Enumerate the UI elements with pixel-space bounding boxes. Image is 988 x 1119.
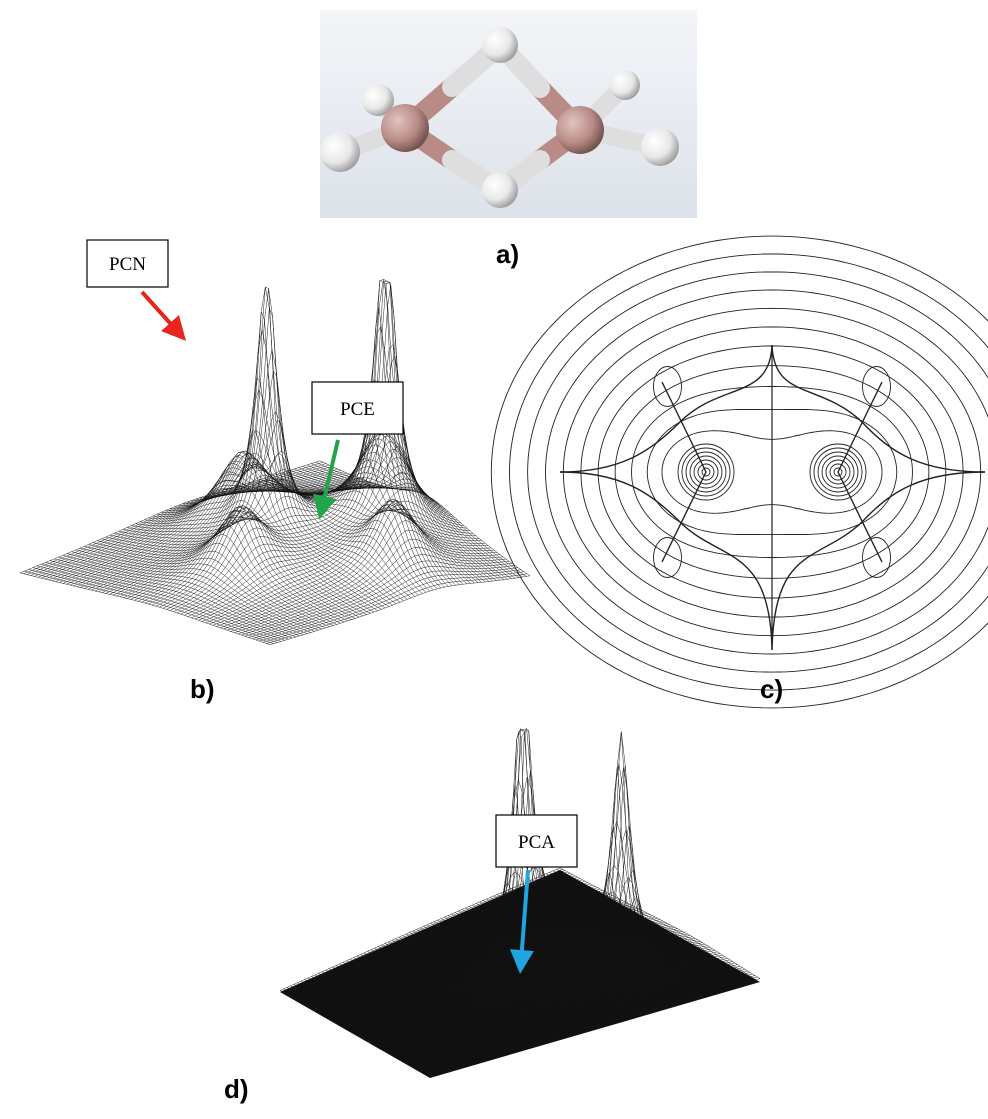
panel-label: a) (496, 239, 519, 269)
mesh-line (528, 272, 988, 672)
mesh-line (654, 538, 682, 578)
mesh-line (303, 466, 515, 578)
surface-plot (280, 729, 760, 1078)
mesh-line (127, 516, 363, 616)
callout: PCN (109, 254, 146, 275)
mesh-line (270, 576, 530, 645)
callout: PCA (518, 832, 555, 853)
mesh-line (654, 367, 682, 407)
panel-label: b) (190, 674, 215, 704)
mesh-line (546, 290, 988, 654)
mesh-line (245, 555, 509, 637)
contour-plot (491, 236, 988, 708)
mesh-line (20, 573, 270, 645)
panel-label: d) (224, 1074, 249, 1104)
arrow (142, 292, 178, 332)
mesh-line (127, 289, 410, 599)
mesh-line (195, 501, 467, 619)
mesh-line (97, 526, 337, 625)
mesh-line (863, 367, 891, 407)
mesh-line (166, 280, 443, 610)
mesh-line (204, 470, 429, 591)
figure: a) PCN PCE b) c) PCA d) (0, 0, 988, 1119)
mesh-line (77, 455, 368, 587)
surface-plot (20, 280, 530, 645)
callout: PCE (340, 399, 375, 420)
mesh-line (863, 538, 891, 578)
mesh-line (191, 490, 464, 618)
panel-label: c) (760, 674, 783, 704)
molecule-model (320, 10, 697, 218)
mesh-line (170, 281, 446, 611)
mesh-line (27, 464, 326, 575)
